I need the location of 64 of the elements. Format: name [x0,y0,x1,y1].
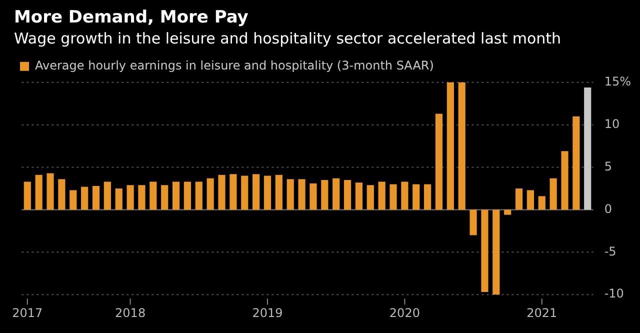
bar [126,185,134,210]
bar [275,174,282,210]
bar [264,176,272,210]
chart-subtitle: Wage growth in the leisure and hospitality sector accelerated last month [14,29,562,48]
bar [138,185,146,210]
bar [378,182,386,210]
bar [321,180,328,210]
bar [366,185,374,210]
bar [161,185,168,210]
bar [481,210,488,292]
bar [218,174,226,210]
bar [424,184,432,210]
bar [446,82,454,210]
bar [115,188,122,210]
bar [355,182,362,210]
x-tick-label: 2021 [526,306,558,320]
bar [24,182,31,210]
bar [515,188,523,210]
bar [81,186,88,210]
bar [310,183,317,210]
legend-label: Average hourly earnings in leisure and hospitality (3-month SAAR) [35,58,434,73]
bar [412,184,420,210]
x-tick-label: 2017 [12,306,43,320]
bar [550,178,557,210]
y-tick-label: 10 [604,116,620,131]
bar [526,190,534,210]
bar [70,190,77,210]
y-tick-label: 0 [604,202,612,216]
x-tick-label: 2020 [389,306,420,320]
bar [332,178,340,210]
y-tick-label: -10 [604,286,624,301]
bar [390,184,397,210]
bar [195,182,202,210]
x-tick-label: 2018 [115,306,146,320]
bar [344,180,352,210]
bar [46,173,54,210]
bar [252,174,260,210]
bar [298,179,306,210]
bar [104,182,111,210]
bar [230,174,237,210]
y-tick-label: 5 [604,159,612,174]
bar [92,186,100,210]
y-tick-label: 15% [604,74,631,89]
bar [184,182,192,210]
bar [286,179,294,210]
bar [572,116,580,210]
bar [470,210,477,236]
bar [492,210,500,295]
bar [172,182,180,210]
bar [401,182,408,210]
x-tick-label: 2019 [252,306,283,320]
bar [206,178,214,210]
bar [458,82,466,210]
bar [538,196,546,210]
bar [241,176,248,210]
bar [561,151,568,210]
bar [35,174,42,210]
bar [435,114,443,210]
bar [58,179,66,210]
bar [150,182,157,210]
y-tick-label: -5 [604,244,616,258]
chart-title: More Demand, More Pay [14,8,248,28]
bar [584,87,592,210]
bar [504,210,512,215]
